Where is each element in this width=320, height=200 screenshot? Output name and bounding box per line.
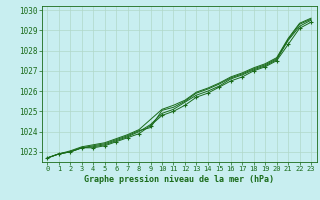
X-axis label: Graphe pression niveau de la mer (hPa): Graphe pression niveau de la mer (hPa) [84,175,274,184]
